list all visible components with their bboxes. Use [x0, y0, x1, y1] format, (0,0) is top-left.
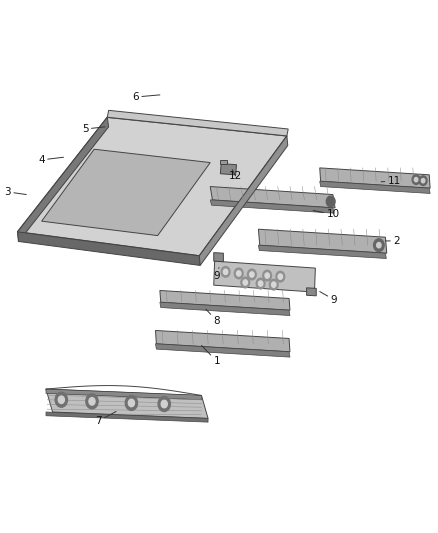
Text: 4: 4	[38, 155, 64, 165]
Polygon shape	[18, 232, 200, 265]
Circle shape	[326, 196, 335, 207]
Polygon shape	[46, 389, 208, 418]
Circle shape	[223, 269, 228, 274]
Circle shape	[263, 270, 272, 281]
Polygon shape	[258, 229, 387, 253]
Text: 1: 1	[201, 345, 220, 366]
Circle shape	[269, 279, 278, 290]
Polygon shape	[307, 288, 316, 296]
Polygon shape	[160, 302, 290, 316]
Circle shape	[237, 271, 241, 276]
Text: 5: 5	[82, 124, 105, 134]
Circle shape	[243, 280, 247, 285]
Text: 8: 8	[206, 309, 220, 326]
Circle shape	[158, 397, 170, 411]
Circle shape	[241, 277, 250, 288]
Text: 11: 11	[381, 176, 401, 186]
Polygon shape	[18, 117, 287, 256]
Circle shape	[250, 272, 254, 277]
Circle shape	[89, 398, 95, 405]
Polygon shape	[42, 149, 210, 236]
Polygon shape	[199, 136, 288, 265]
Text: 3: 3	[4, 187, 26, 197]
Circle shape	[234, 268, 243, 279]
Polygon shape	[155, 330, 290, 352]
Text: 12: 12	[229, 169, 242, 181]
Polygon shape	[214, 261, 315, 292]
Circle shape	[258, 281, 263, 286]
Circle shape	[256, 278, 265, 289]
Polygon shape	[155, 344, 290, 357]
Circle shape	[161, 400, 167, 408]
Circle shape	[412, 175, 420, 184]
Text: 7: 7	[95, 411, 116, 426]
Circle shape	[278, 274, 283, 279]
Circle shape	[421, 179, 425, 183]
Circle shape	[272, 282, 276, 287]
Text: 9: 9	[213, 268, 220, 281]
Text: 2: 2	[385, 236, 400, 246]
Polygon shape	[46, 389, 201, 400]
Polygon shape	[210, 187, 335, 208]
Circle shape	[221, 266, 230, 277]
Circle shape	[58, 396, 64, 403]
Circle shape	[276, 271, 285, 282]
Polygon shape	[320, 181, 430, 193]
Circle shape	[265, 273, 269, 278]
Polygon shape	[220, 164, 237, 175]
Polygon shape	[160, 290, 290, 310]
Polygon shape	[46, 412, 208, 422]
Circle shape	[125, 395, 138, 410]
Polygon shape	[320, 168, 430, 188]
Circle shape	[86, 394, 98, 409]
Circle shape	[414, 177, 418, 182]
Polygon shape	[220, 160, 227, 164]
Polygon shape	[210, 200, 334, 213]
Text: 6: 6	[132, 92, 160, 102]
Polygon shape	[107, 110, 288, 136]
Text: 9: 9	[320, 292, 337, 304]
Circle shape	[55, 392, 67, 407]
Text: 10: 10	[313, 209, 339, 219]
Polygon shape	[258, 245, 386, 259]
Polygon shape	[18, 117, 109, 241]
Circle shape	[374, 239, 384, 252]
Circle shape	[247, 269, 256, 280]
Circle shape	[377, 243, 381, 248]
Polygon shape	[214, 253, 223, 262]
Circle shape	[419, 176, 427, 185]
Circle shape	[128, 399, 134, 407]
